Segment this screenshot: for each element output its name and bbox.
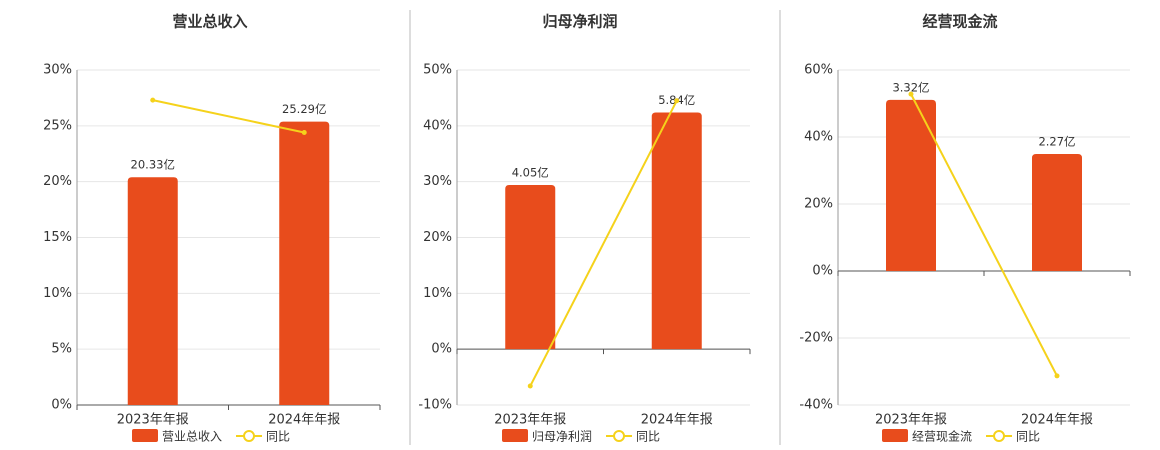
y-tick-label: 60% <box>804 63 833 78</box>
y-tick-label: 40% <box>423 118 452 133</box>
y-tick-label: 0% <box>51 398 72 413</box>
x-tick-label: 2023年年报 <box>494 413 566 428</box>
y-tick-label: 5% <box>51 342 72 357</box>
legend-swatch <box>613 430 626 442</box>
line <box>529 100 678 387</box>
y-tick-label: 0% <box>431 342 452 357</box>
x-tick-label: 2023年年报 <box>875 413 947 428</box>
x-tick-label: 2023年年报 <box>117 413 189 428</box>
value-label: 25.29亿 <box>282 102 326 116</box>
point <box>1054 373 1060 379</box>
y-tick-label: 20% <box>804 197 833 212</box>
y-tick-label: 30% <box>423 174 452 189</box>
y-tick-label: -20% <box>799 331 833 346</box>
legend-swatch <box>993 430 1006 442</box>
bar <box>651 112 702 350</box>
y-tick-label: 20% <box>43 174 72 189</box>
value-label: 3.32亿 <box>892 80 929 94</box>
point <box>674 98 680 104</box>
y-tick-label: 20% <box>423 230 452 245</box>
legend-label: 归母净利润 <box>532 430 592 444</box>
point <box>908 91 914 97</box>
x-tick-label: 2024年年报 <box>268 413 340 428</box>
x-tick-label: 2024年年报 <box>641 413 713 428</box>
point <box>527 383 533 389</box>
value-label: 4.05亿 <box>512 166 549 180</box>
y-tick-label: 50% <box>423 63 452 78</box>
bar <box>505 185 556 350</box>
legend-swatch <box>882 429 908 442</box>
y-tick-label: -40% <box>799 398 833 413</box>
bar <box>1032 154 1082 271</box>
y-tick-label: 10% <box>423 286 452 301</box>
legend-label: 同比 <box>1016 430 1040 444</box>
legend-swatch <box>243 430 256 442</box>
line <box>910 93 1058 377</box>
y-tick-label: 30% <box>43 63 72 78</box>
line <box>152 99 305 134</box>
point <box>301 130 307 136</box>
legend-swatch <box>132 429 158 442</box>
legend-label: 营业总收入 <box>162 430 222 444</box>
y-tick-label: -10% <box>418 398 452 413</box>
chart-title: 经营现金流 <box>922 13 997 31</box>
chart-title: 归母净利润 <box>542 13 617 31</box>
y-tick-label: 25% <box>43 118 72 133</box>
legend-label: 经营现金流 <box>912 429 972 444</box>
x-tick-label: 2024年年报 <box>1021 413 1093 428</box>
value-label: 2.27亿 <box>1038 135 1075 149</box>
legend-label: 同比 <box>266 430 290 444</box>
y-tick-label: 10% <box>43 286 72 301</box>
value-label: 20.33亿 <box>131 158 175 172</box>
bar <box>886 99 936 272</box>
chart-title: 营业总收入 <box>172 13 247 31</box>
y-tick-label: 0% <box>812 264 833 279</box>
point <box>150 97 156 103</box>
legend-swatch <box>502 429 528 442</box>
y-tick-label: 15% <box>43 230 72 245</box>
bar <box>279 121 330 405</box>
y-tick-label: 40% <box>804 130 833 145</box>
bar <box>127 177 178 405</box>
legend-label: 同比 <box>636 430 660 444</box>
